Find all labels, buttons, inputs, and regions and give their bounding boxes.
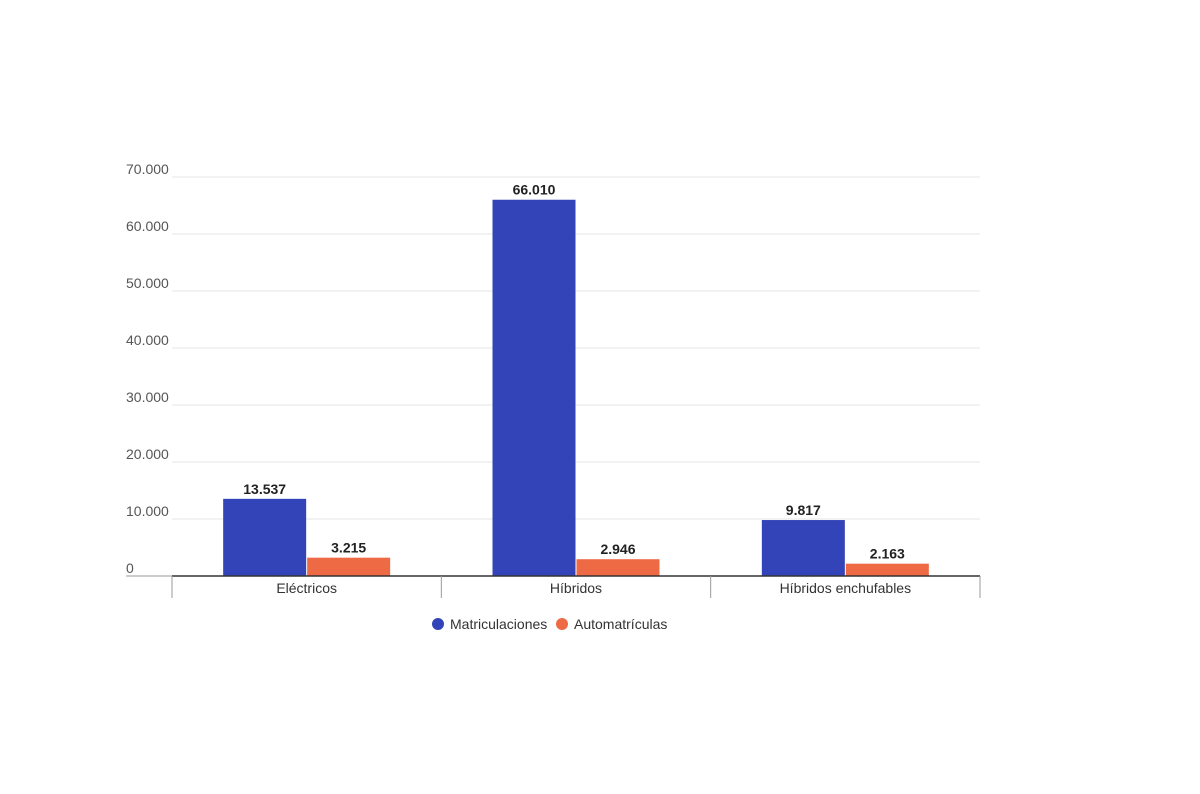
bars bbox=[223, 199, 929, 577]
y-axis-ticks: 0 10.000 20.000 30.000 40.000 50.000 60.000 70.… bbox=[126, 161, 169, 576]
x-tick-label: Eléctricos bbox=[276, 580, 337, 596]
bar-automatriculas bbox=[307, 557, 391, 576]
y-tick-label: 0 bbox=[126, 560, 134, 576]
legend-marker bbox=[432, 618, 444, 630]
bar-matriculaciones bbox=[761, 520, 845, 576]
gridlines bbox=[172, 176, 980, 520]
data-label: 9.817 bbox=[786, 502, 821, 518]
legend: Matriculaciones Automatrículas bbox=[432, 616, 667, 632]
data-labels: 13.537 3.215 66.010 2.946 9.817 2.163 bbox=[243, 182, 905, 562]
y-tick-label: 30.000 bbox=[126, 389, 169, 405]
x-tick-label: Híbridos enchufables bbox=[780, 580, 912, 596]
x-axis: Eléctricos Híbridos Híbridos enchufables bbox=[126, 575, 981, 598]
legend-label: Automatrículas bbox=[574, 616, 667, 632]
y-tick-label: 10.000 bbox=[126, 503, 169, 519]
data-label: 2.946 bbox=[600, 541, 635, 557]
bar-automatriculas bbox=[576, 559, 660, 576]
y-tick-label: 20.000 bbox=[126, 446, 169, 462]
bar-automatriculas bbox=[845, 563, 929, 576]
y-tick-label: 60.000 bbox=[126, 218, 169, 234]
bar-matriculaciones bbox=[492, 199, 576, 577]
bar-matriculaciones bbox=[223, 498, 307, 576]
data-label: 3.215 bbox=[331, 540, 366, 556]
legend-marker bbox=[556, 618, 568, 630]
legend-label: Matriculaciones bbox=[450, 616, 547, 632]
data-label: 13.537 bbox=[243, 481, 286, 497]
y-tick-label: 70.000 bbox=[126, 161, 169, 177]
y-tick-label: 40.000 bbox=[126, 332, 169, 348]
data-label: 66.010 bbox=[513, 182, 556, 198]
y-tick-label: 50.000 bbox=[126, 275, 169, 291]
data-label: 2.163 bbox=[870, 546, 905, 562]
x-tick-label: Híbridos bbox=[550, 580, 602, 596]
